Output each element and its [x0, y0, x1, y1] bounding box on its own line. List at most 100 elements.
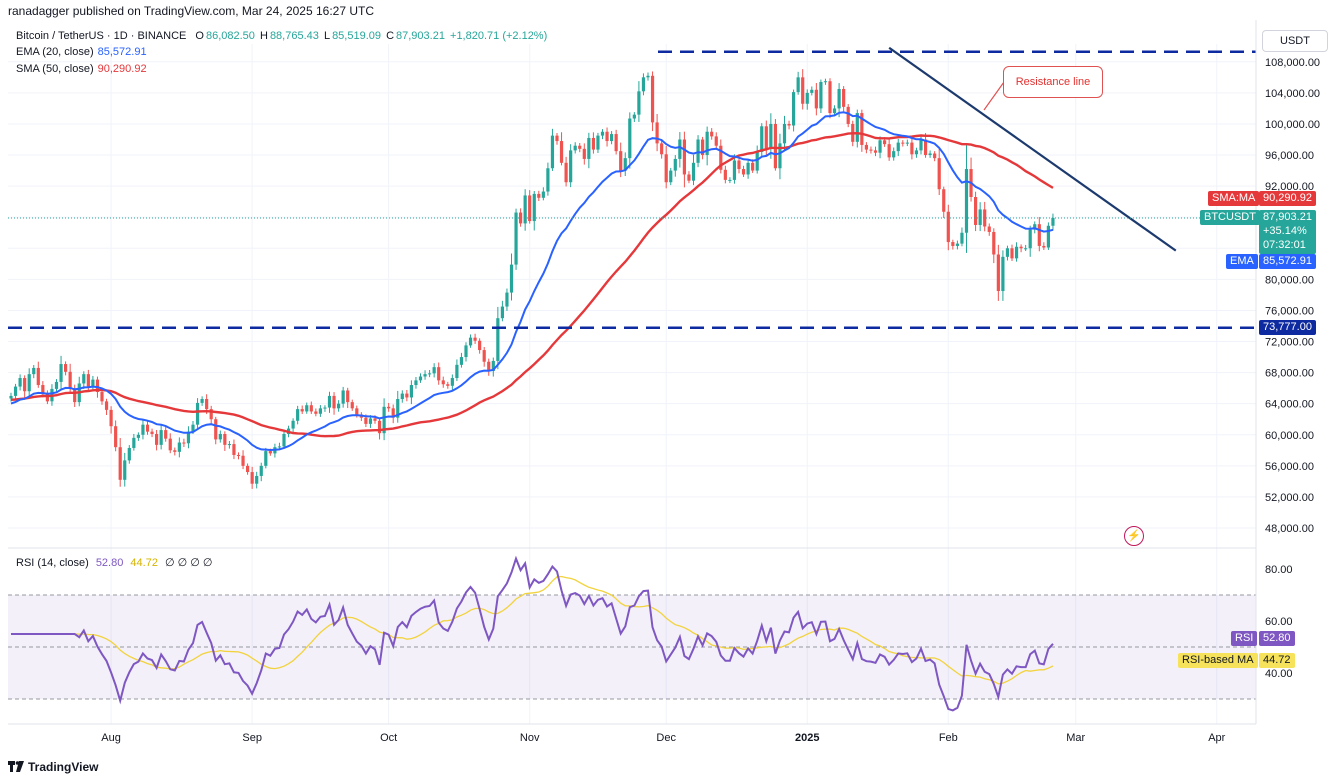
candle-body — [337, 403, 341, 409]
candle-body — [509, 264, 514, 293]
candle-body — [305, 405, 309, 412]
candle-body — [528, 195, 532, 222]
rsi-ma-value: 44.72 — [1259, 653, 1295, 668]
candle-body — [123, 460, 127, 480]
candle-body — [605, 131, 609, 142]
candle-body — [782, 123, 787, 144]
candle-body — [150, 431, 154, 434]
candle-body — [209, 409, 213, 420]
candle-body — [127, 447, 131, 461]
candle-body — [641, 77, 646, 92]
candle-body — [491, 360, 495, 372]
candle-body — [555, 135, 559, 142]
candle-body — [578, 145, 582, 149]
sma-legend[interactable]: SMA (50, close) 90,290.92 — [16, 63, 147, 75]
candle-body — [946, 211, 950, 243]
candle-body — [141, 424, 145, 435]
candle-body — [450, 378, 454, 386]
candle-body — [195, 402, 200, 425]
candle-body — [45, 394, 49, 402]
ema-legend[interactable]: EMA (20, close) 85,572.91 — [16, 46, 147, 58]
indicator-lines — [10, 111, 1054, 452]
candle-body — [919, 139, 923, 151]
price-tick-label: 100,000.00 — [1265, 119, 1320, 131]
candle-body — [236, 454, 241, 456]
candle-body — [200, 399, 204, 403]
candle-body — [732, 160, 737, 180]
candle-body — [364, 417, 368, 424]
rsi-tick-label: 80.00 — [1265, 564, 1293, 576]
candle-body — [719, 145, 723, 170]
candle-body — [687, 174, 691, 181]
candle-body — [1014, 246, 1019, 259]
sma-price-tag: SMA:MA — [1208, 191, 1260, 206]
ema-price-value: 85,572.91 — [1259, 254, 1316, 269]
candle-body — [883, 140, 887, 145]
time-tick-label: Aug — [101, 732, 121, 744]
candle-body — [714, 136, 718, 146]
rsi-tick-label: 40.00 — [1265, 668, 1293, 680]
candle-body — [350, 402, 354, 409]
candle-body — [892, 151, 896, 158]
candle-body — [655, 122, 659, 144]
candle-body — [914, 150, 919, 155]
price-tick-label: 96,000.00 — [1265, 150, 1314, 162]
price-grid — [8, 44, 1256, 724]
candle-body — [1051, 217, 1055, 226]
candle-body — [132, 437, 136, 448]
candle-body — [860, 113, 864, 145]
callout-pointer — [983, 81, 1005, 111]
candle-body — [901, 142, 905, 144]
candle-body — [355, 408, 359, 415]
brand-name: TradingView — [28, 760, 99, 774]
candle-body — [250, 472, 254, 484]
resistance-line-callout[interactable]: Resistance line — [1003, 66, 1103, 98]
candle-body — [837, 88, 841, 109]
candle-body — [423, 374, 427, 377]
price-tick-label: 72,000.00 — [1265, 337, 1314, 349]
candle-body — [951, 242, 955, 246]
candle-body — [591, 137, 595, 150]
candle-body — [628, 118, 632, 159]
candle-body — [933, 153, 937, 159]
candle-body — [646, 75, 650, 78]
candle-body — [1037, 224, 1041, 246]
candle-body — [409, 385, 413, 398]
candle-body — [537, 193, 541, 198]
candle-body — [937, 158, 941, 190]
candle-body — [191, 424, 195, 432]
candle-body — [619, 151, 623, 171]
flash-icon[interactable]: ⚡ — [1124, 526, 1144, 546]
price-tick-label: 48,000.00 — [1265, 523, 1314, 535]
btc-price-change: +35.14% — [1263, 225, 1307, 237]
candle-body — [873, 150, 878, 153]
candle-body — [373, 418, 377, 421]
candle-body — [723, 169, 727, 180]
candle-body — [218, 433, 222, 440]
candle-body — [569, 150, 573, 183]
candle-body — [1019, 246, 1023, 249]
currency-selector[interactable]: USDT — [1262, 30, 1328, 52]
rsi-legend[interactable]: RSI (14, close) 52.80 44.72 ∅ ∅ ∅ ∅ — [16, 556, 213, 569]
low-value: 85,519.09 — [332, 30, 381, 42]
candle-body — [814, 89, 818, 109]
candle-body — [177, 442, 181, 452]
rsi-ma-line — [11, 575, 1054, 685]
candle-body — [696, 139, 700, 163]
rsi-legend-label: RSI (14, close) — [16, 557, 89, 569]
tradingview-logo[interactable]: TradingView — [8, 760, 98, 774]
candle-body — [323, 407, 327, 409]
candle-body — [9, 395, 13, 399]
candle-body — [136, 434, 140, 438]
price-tick-label: 68,000.00 — [1265, 368, 1314, 380]
candle-body — [896, 142, 900, 152]
candle-body — [396, 399, 400, 418]
candle-body — [887, 144, 891, 158]
rsi-value: 52.80 — [1259, 631, 1295, 646]
candle-body — [869, 149, 873, 151]
candle-body — [164, 430, 168, 439]
candle-body — [455, 364, 459, 379]
candle-body — [1033, 224, 1037, 230]
rsi-legend-extra: ∅ ∅ ∅ ∅ — [165, 557, 213, 569]
